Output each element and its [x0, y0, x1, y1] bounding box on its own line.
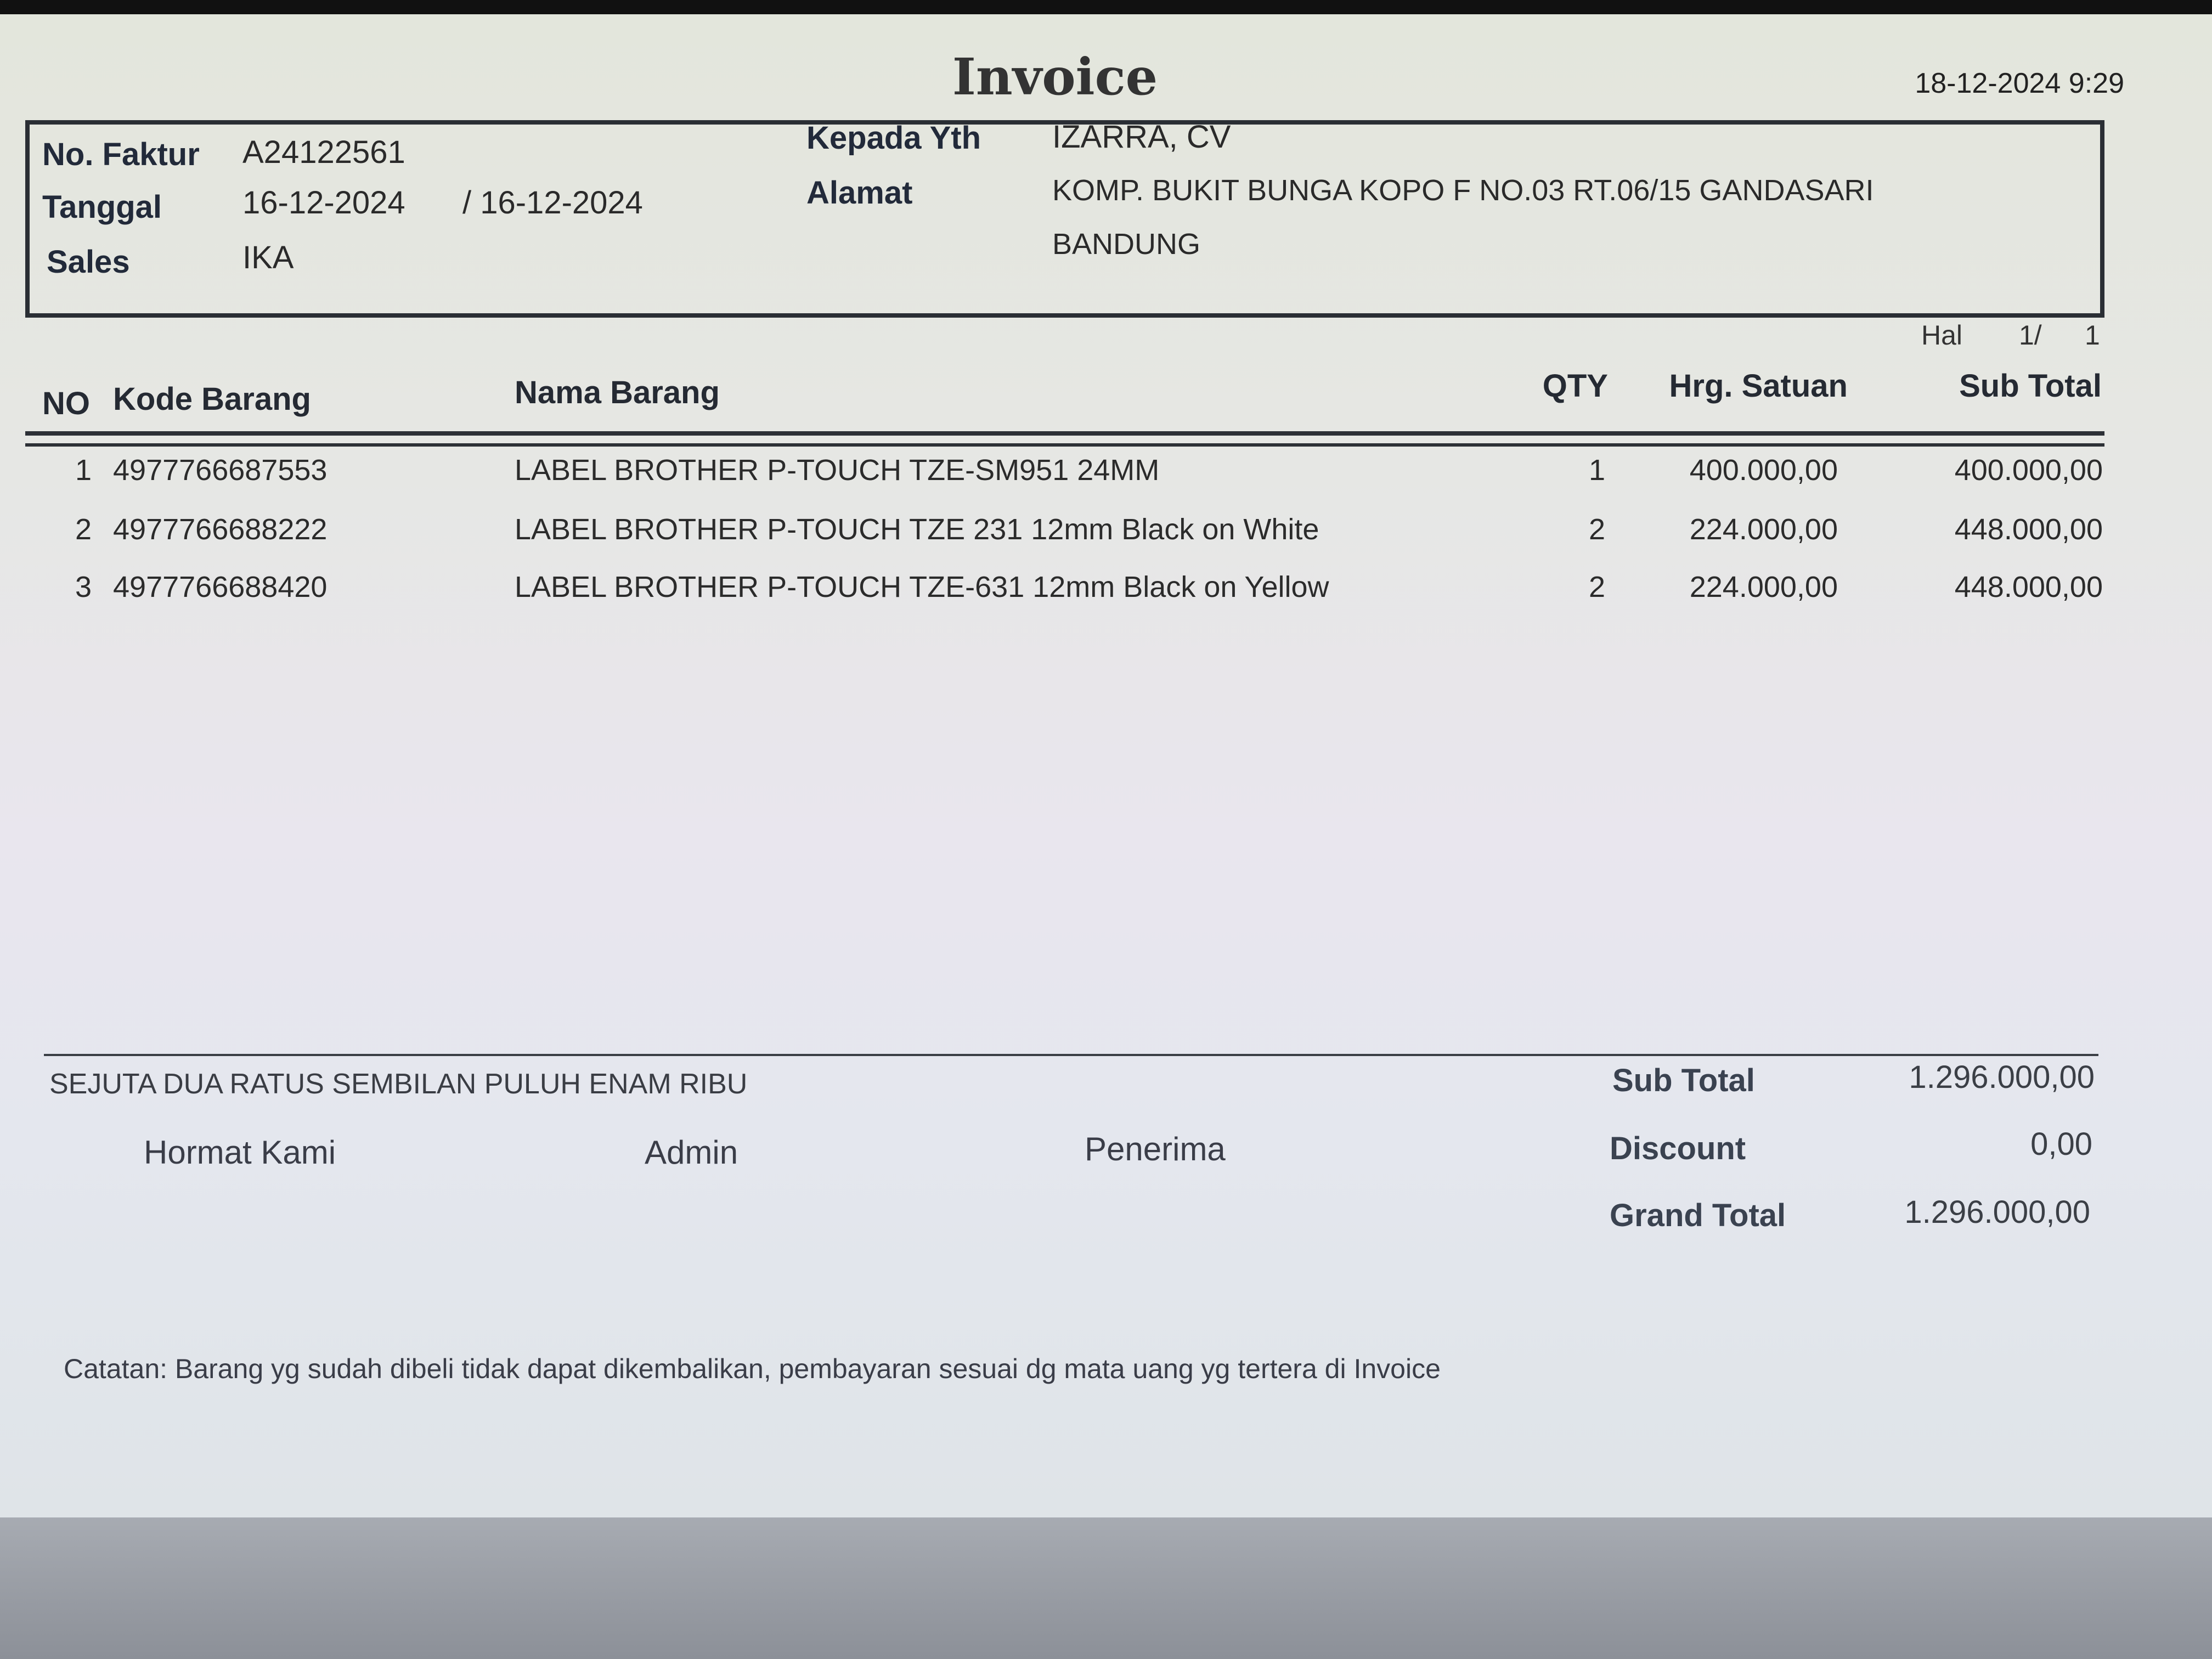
tanggal-label: Tanggal — [42, 189, 162, 225]
grand-total-value: 1.296.000,00 — [1904, 1194, 2090, 1230]
row-harga: 224.000,00 — [1689, 571, 1838, 603]
header-rule-top — [25, 431, 2104, 436]
page-current: 1/ — [2019, 320, 2042, 351]
row-kode: 4977766688222 — [113, 513, 328, 546]
kepada-value: IZARRA, CV — [1052, 119, 1231, 155]
signature-hormat-kami: Hormat Kami — [144, 1134, 336, 1171]
discount-value: 0,00 — [2030, 1126, 2092, 1162]
subtotal-value: 1.296.000,00 — [1909, 1059, 2095, 1095]
col-nama-barang: Nama Barang — [515, 375, 720, 410]
printed-timestamp: 18-12-2024 9:29 — [1915, 67, 2124, 99]
page-label: Hal — [1921, 320, 1963, 351]
row-qty: 1 — [1588, 454, 1605, 487]
tanggal-due-value: / 16-12-2024 — [462, 185, 643, 221]
col-kode-barang: Kode Barang — [113, 381, 311, 417]
row-no: 3 — [75, 571, 92, 603]
row-nama: LABEL BROTHER P-TOUCH TZE 231 12mm Black… — [515, 513, 1319, 546]
row-kode: 4977766688420 — [113, 571, 328, 603]
signature-admin: Admin — [645, 1134, 738, 1171]
alamat-label: Alamat — [806, 175, 913, 211]
catatan-note: Catatan: Barang yg sudah dibeli tidak da… — [64, 1353, 1441, 1384]
row-nama: LABEL BROTHER P-TOUCH TZE-631 12mm Black… — [515, 571, 1329, 603]
sales-label: Sales — [47, 244, 130, 280]
page-total: 1 — [2085, 320, 2100, 351]
row-nama: LABEL BROTHER P-TOUCH TZE-SM951 24MM — [515, 454, 1160, 487]
col-qty: QTY — [1542, 368, 1608, 404]
alamat-line1: KOMP. BUKIT BUNGA KOPO F NO.03 RT.06/15 … — [1052, 174, 1874, 207]
row-qty: 2 — [1588, 571, 1605, 603]
row-subtotal: 448.000,00 — [1954, 513, 2103, 546]
alamat-line2: BANDUNG — [1052, 228, 1201, 261]
row-qty: 2 — [1588, 513, 1605, 546]
no-faktur-label: No. Faktur — [42, 137, 200, 172]
subtotal-label: Sub Total — [1612, 1063, 1755, 1098]
header-rule-bottom — [25, 443, 2104, 447]
discount-label: Discount — [1610, 1131, 1746, 1166]
terbilang-text: SEJUTA DUA RATUS SEMBILAN PULUH ENAM RIB… — [49, 1068, 748, 1100]
invoice-title: Invoice — [952, 47, 1158, 106]
row-harga: 400.000,00 — [1689, 454, 1838, 487]
tanggal-value: 16-12-2024 — [242, 185, 405, 221]
kepada-label: Kepada Yth — [806, 120, 981, 156]
monitor-bezel-bottom — [0, 1517, 2212, 1659]
monitor-bezel-top — [0, 0, 2212, 14]
invoice-screen: Invoice 18-12-2024 9:29 No. Faktur A2412… — [0, 14, 2212, 1517]
col-sub-total: Sub Total — [1959, 368, 2102, 404]
row-no: 1 — [75, 454, 92, 487]
no-faktur-value: A24122561 — [242, 134, 405, 170]
grand-total-label: Grand Total — [1610, 1198, 1786, 1233]
row-no: 2 — [75, 513, 92, 546]
col-harga-satuan: Hrg. Satuan — [1669, 368, 1848, 404]
row-subtotal: 448.000,00 — [1954, 571, 2103, 603]
sales-value: IKA — [242, 240, 294, 275]
signature-penerima: Penerima — [1085, 1131, 1226, 1167]
invoice-header-box — [25, 120, 2104, 318]
footer-divider — [44, 1054, 2098, 1056]
row-harga: 224.000,00 — [1689, 513, 1838, 546]
row-subtotal: 400.000,00 — [1954, 454, 2103, 487]
col-no: NO — [42, 386, 90, 421]
row-kode: 4977766687553 — [113, 454, 328, 487]
